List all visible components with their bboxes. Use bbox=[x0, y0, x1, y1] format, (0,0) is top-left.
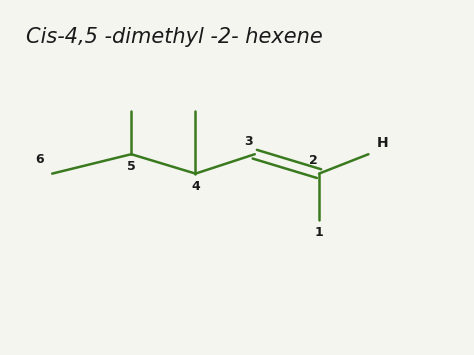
Text: 1: 1 bbox=[315, 226, 323, 239]
Text: 4: 4 bbox=[191, 180, 200, 192]
Text: H: H bbox=[376, 136, 388, 149]
Text: 5: 5 bbox=[127, 160, 136, 173]
Text: 2: 2 bbox=[309, 154, 318, 167]
Text: 3: 3 bbox=[245, 135, 253, 147]
Text: Cis-4,5 -dimethyl -2- hexene: Cis-4,5 -dimethyl -2- hexene bbox=[26, 27, 323, 47]
Text: 6: 6 bbox=[35, 153, 44, 166]
